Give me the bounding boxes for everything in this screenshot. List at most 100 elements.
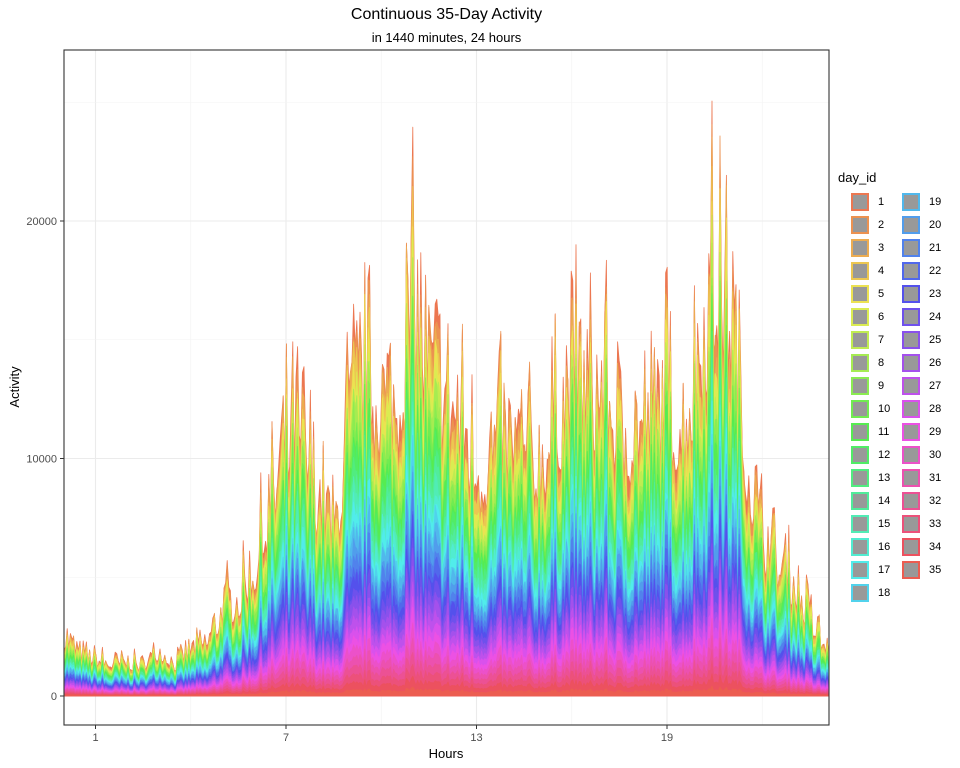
legend-label: 34 — [929, 541, 942, 553]
legend-label: 10 — [878, 403, 891, 415]
legend-item-26: 26 — [889, 353, 945, 376]
legend-label: 28 — [929, 403, 942, 415]
legend-label: 7 — [878, 334, 885, 346]
legend-label: 11 — [878, 426, 890, 438]
legend-label: 27 — [929, 380, 942, 392]
legend-item-16: 16 — [838, 537, 894, 560]
legend-key — [902, 216, 920, 234]
legend-item-19: 19 — [889, 192, 945, 215]
legend-key — [851, 216, 869, 234]
legend-item-24: 24 — [889, 307, 945, 330]
chart-title: Continuous 35-Day Activity — [350, 6, 543, 23]
legend-item-14: 14 — [838, 491, 894, 514]
legend-label: 12 — [878, 449, 891, 461]
legend-label: 22 — [929, 265, 942, 277]
legend-label: 19 — [929, 196, 942, 208]
legend-label: 3 — [878, 242, 885, 254]
legend-label: 20 — [929, 219, 942, 231]
legend-label: 32 — [929, 495, 942, 507]
legend-key — [902, 561, 920, 579]
legend-item-2: 2 — [838, 215, 894, 238]
legend-label: 1 — [878, 196, 885, 208]
legend-key — [851, 469, 869, 487]
legend-key — [851, 331, 869, 349]
x-tick-label: 13 — [470, 732, 482, 744]
chart-subtitle: in 1440 minutes, 24 hours — [371, 30, 522, 45]
legend-key — [851, 400, 869, 418]
legend-label: 24 — [929, 311, 942, 323]
legend-key — [902, 331, 920, 349]
x-axis-label: Hours — [429, 746, 464, 761]
legend-item-15: 15 — [838, 514, 894, 537]
legend-label: 23 — [929, 288, 942, 300]
legend-key — [851, 377, 869, 395]
legend-key — [902, 377, 920, 395]
legend-key — [851, 584, 869, 602]
legend-item-23: 23 — [889, 284, 945, 307]
legend-key — [902, 469, 920, 487]
legend-item-17: 17 — [838, 560, 894, 583]
legend-key — [902, 354, 920, 372]
plot-frame — [63, 49, 830, 726]
legend-item-8: 8 — [838, 353, 894, 376]
legend-item-12: 12 — [838, 445, 894, 468]
legend-key — [902, 308, 920, 326]
legend-item-30: 30 — [889, 445, 945, 468]
legend-item-25: 25 — [889, 330, 945, 353]
legend-key — [902, 492, 920, 510]
legend-label: 33 — [929, 518, 942, 530]
legend-key — [851, 538, 869, 556]
legend-label: 31 — [929, 472, 942, 484]
legend-item-4: 4 — [838, 261, 894, 284]
legend-key — [851, 515, 869, 533]
series-35-area — [64, 685, 829, 697]
legend-key — [851, 423, 869, 441]
legend-label: 21 — [929, 242, 942, 254]
y-axis-label: Activity — [7, 366, 22, 408]
legend-key — [902, 262, 920, 280]
legend-label: 5 — [878, 288, 885, 300]
legend-item-3: 3 — [838, 238, 894, 261]
legend-item-9: 9 — [838, 376, 894, 399]
legend-label: 30 — [929, 449, 942, 461]
legend-key — [902, 423, 920, 441]
legend-label: 29 — [929, 426, 942, 438]
legend-key — [902, 400, 920, 418]
legend-item-28: 28 — [889, 399, 945, 422]
legend-label: 35 — [929, 564, 942, 576]
legend-label: 6 — [878, 311, 885, 323]
legend-item-20: 20 — [889, 215, 945, 238]
legend-key — [902, 515, 920, 533]
x-tick-label: 7 — [283, 732, 289, 744]
legend-item-34: 34 — [889, 537, 945, 560]
legend-item-11: 11 — [838, 422, 894, 445]
legend-label: 14 — [878, 495, 891, 507]
legend-label: 18 — [878, 587, 891, 599]
series-34-area — [64, 673, 829, 697]
legend-label: 16 — [878, 541, 891, 553]
legend-item-1: 1 — [838, 192, 894, 215]
legend-label: 9 — [878, 380, 885, 392]
legend-item-27: 27 — [889, 376, 945, 399]
legend-label: 15 — [878, 518, 891, 530]
legend-item-7: 7 — [838, 330, 894, 353]
legend-item-13: 13 — [838, 468, 894, 491]
legend-key — [902, 446, 920, 464]
legend-item-21: 21 — [889, 238, 945, 261]
legend-item-29: 29 — [889, 422, 945, 445]
legend-label: 13 — [878, 472, 891, 484]
x-tick-label: 1 — [92, 732, 98, 744]
legend-key — [851, 285, 869, 303]
legend-key — [851, 354, 869, 372]
legend-label: 17 — [878, 564, 891, 576]
legend-key — [851, 193, 869, 211]
legend-key — [851, 262, 869, 280]
legend-key — [902, 239, 920, 257]
x-tick-label: 19 — [661, 732, 673, 744]
legend-label: 25 — [929, 334, 942, 346]
legend-item-5: 5 — [838, 284, 894, 307]
legend-key — [902, 538, 920, 556]
legend-item-18: 18 — [838, 583, 894, 606]
legend-title: day_id — [838, 170, 877, 185]
